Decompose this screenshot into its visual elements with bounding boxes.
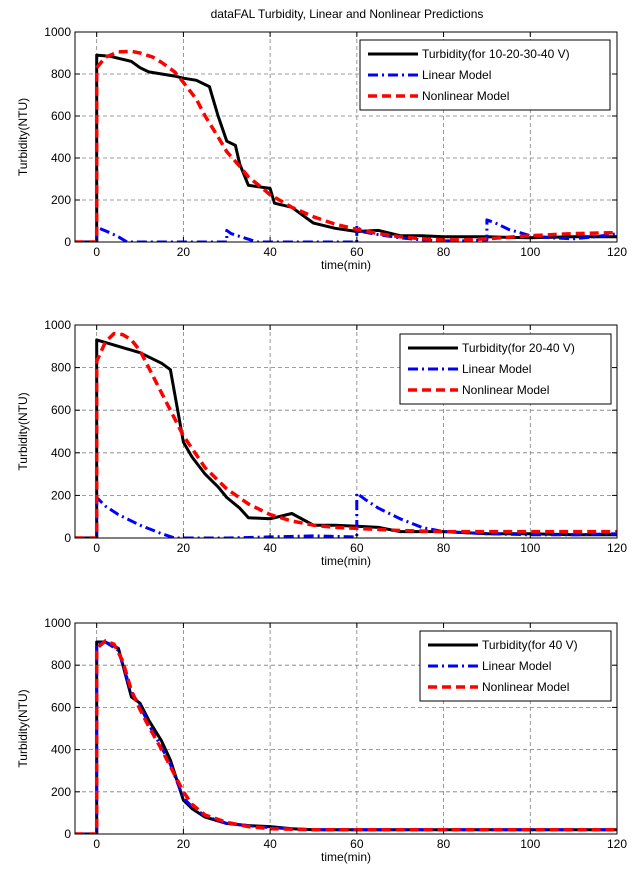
y-tick-label: 200	[51, 488, 71, 502]
y-tick-label: 800	[51, 361, 71, 375]
chart-panel-2: 0 20 40 60 80 100 120 0 200 400 600 800 1000 time(min…	[16, 318, 627, 568]
x-tick-label: 40	[263, 837, 277, 851]
y-tick-label: 600	[51, 403, 71, 417]
y-tick-label: 200	[51, 785, 71, 799]
y-tick-label: 400	[51, 743, 71, 757]
x-tick-label: 20	[177, 541, 191, 555]
legend-label-turbidity: Turbidity(for 40 V)	[482, 638, 578, 652]
y-tick-label: 400	[51, 446, 71, 460]
chart-panel-3: 0 20 40 60 80 100 120 0 200 400 600 800 1000 time(min…	[16, 616, 627, 864]
y-tick-label: 600	[51, 109, 71, 123]
legend-label-linear: Linear Model	[462, 362, 531, 376]
figure-title: dataFAL Turbidity, Linear and Nonlinear …	[211, 7, 484, 21]
x-axis-label: time(min)	[321, 554, 371, 568]
series-line-linear	[75, 640, 617, 834]
x-tick-label: 60	[350, 837, 364, 851]
axes-frame	[74, 324, 618, 539]
y-axis-label: Turbidity(NTU)	[16, 98, 30, 176]
y-tick-label: 800	[51, 658, 71, 672]
x-tick-label: 120	[607, 541, 627, 555]
chart-panel-1: 0 20 40 60 80 100 120 0 200 400 600 800 1000 time(min…	[16, 25, 627, 272]
legend-label-nonlinear: Nonlinear Model	[422, 89, 509, 103]
y-tick-label: 800	[51, 67, 71, 81]
x-tick-label: 80	[437, 245, 451, 259]
x-tick-label: 20	[177, 245, 191, 259]
x-tick-label: 120	[607, 837, 627, 851]
y-tick-label: 0	[64, 827, 71, 841]
legend-label-linear: Linear Model	[422, 68, 491, 82]
y-axis-label: Turbidity(NTU)	[16, 689, 30, 767]
x-axis-label: time(min)	[321, 258, 371, 272]
y-tick-label: 0	[64, 235, 71, 249]
y-tick-label: 200	[51, 193, 71, 207]
series-line-nonlinear	[75, 639, 617, 834]
legend-box	[359, 39, 611, 111]
y-tick-label: 600	[51, 700, 71, 714]
x-tick-label: 120	[607, 245, 627, 259]
x-tick-label: 100	[520, 245, 540, 259]
axes-frame	[74, 622, 618, 835]
legend: Turbidity(for 10-20-30-40 V) Linear Model…	[359, 39, 611, 111]
x-tick-label: 100	[520, 541, 540, 555]
x-tick-label: 0	[93, 541, 100, 555]
x-tick-label: 60	[350, 541, 364, 555]
y-axis-label: Turbidity(NTU)	[16, 392, 30, 470]
legend-label-turbidity: Turbidity(for 20-40 V)	[462, 341, 575, 355]
x-tick-label: 20	[177, 837, 191, 851]
x-tick-label: 0	[93, 245, 100, 259]
legend-label-turbidity: Turbidity(for 10-20-30-40 V)	[422, 47, 570, 61]
x-tick-label: 60	[350, 245, 364, 259]
legend-label-nonlinear: Nonlinear Model	[462, 383, 549, 397]
x-tick-label: 100	[520, 837, 540, 851]
y-tick-label: 1000	[44, 616, 71, 630]
y-tick-label: 0	[64, 531, 71, 545]
x-tick-label: 80	[437, 837, 451, 851]
series-line-nonlinear	[75, 49, 617, 242]
axes-frame	[74, 31, 618, 243]
x-axis-label: time(min)	[321, 850, 371, 864]
x-tick-label: 0	[93, 837, 100, 851]
legend: Turbidity(for 40 V) Linear Model Nonlinear…	[419, 630, 612, 702]
legend: Turbidity(for 20-40 V) Linear Model Nonlin…	[399, 333, 612, 405]
x-tick-label: 80	[437, 541, 451, 555]
legend-label-linear: Linear Model	[482, 659, 551, 673]
y-tick-label: 1000	[44, 25, 71, 39]
x-tick-label: 40	[263, 245, 277, 259]
y-tick-label: 400	[51, 151, 71, 165]
legend-label-nonlinear: Nonlinear Model	[482, 680, 569, 694]
y-tick-label: 1000	[44, 318, 71, 332]
x-tick-label: 40	[263, 541, 277, 555]
